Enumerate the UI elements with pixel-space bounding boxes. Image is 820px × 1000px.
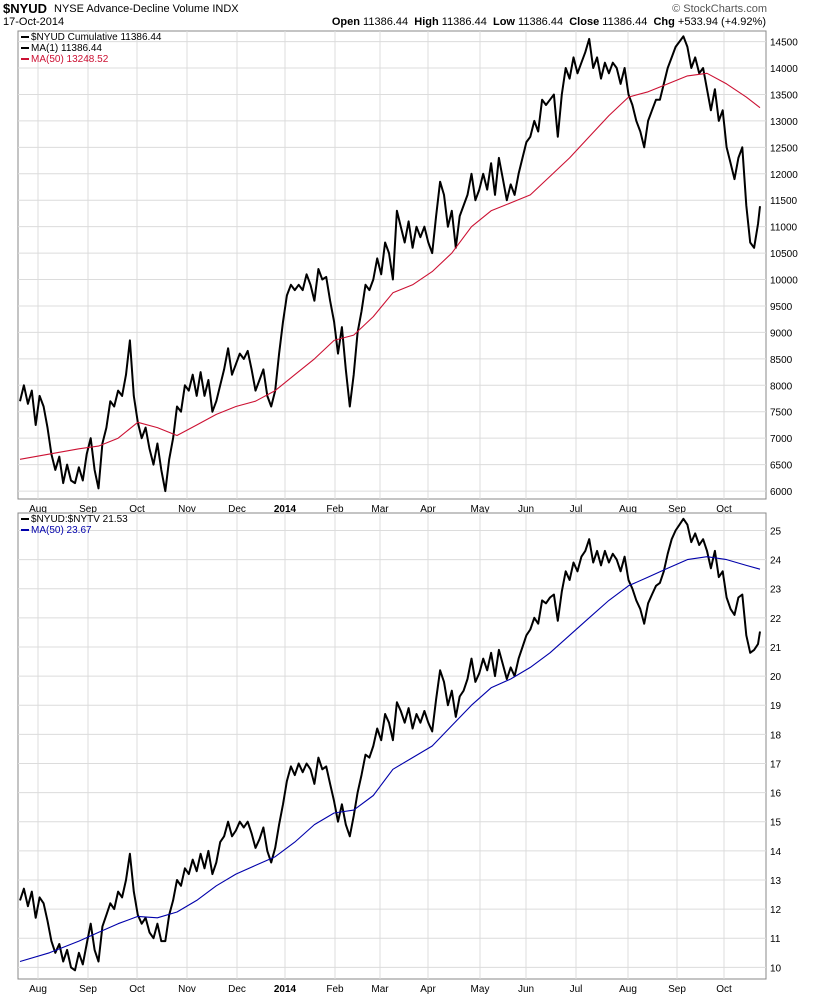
y-tick-label: 24	[770, 556, 782, 567]
series-line-ma50	[19, 72, 761, 460]
x-tick-label: May	[471, 984, 490, 995]
x-tick-label: Mar	[371, 504, 389, 515]
x-tick-label: 2014	[274, 504, 297, 515]
y-tick-label: 25	[770, 526, 782, 537]
y-tick-label: 11500	[770, 196, 798, 207]
legend-entry: MA(1) 11386.44	[31, 43, 102, 54]
x-tick-label: Jul	[570, 504, 583, 515]
ohlc-summary: Open 11386.44 High 11386.44 Low 11386.44…	[332, 16, 766, 28]
x-tick-label: Aug	[619, 984, 637, 995]
y-tick-label: 21	[770, 643, 782, 654]
y-tick-label: 12500	[770, 143, 798, 154]
x-tick-label: Dec	[228, 984, 246, 995]
series-line-main	[19, 35, 761, 493]
close-label: Close	[569, 16, 600, 28]
x-tick-label: Jun	[518, 504, 534, 515]
y-tick-label: 20	[770, 672, 782, 683]
x-tick-label: Sep	[79, 504, 97, 515]
y-tick-label: 13500	[770, 90, 798, 101]
y-tick-label: 6500	[770, 461, 793, 472]
y-tick-label: 12000	[770, 170, 798, 181]
chart-panel-1: 6000 6500 7000 7500 8000 8500 9000 9500 10000 105…	[17, 30, 798, 515]
x-tick-label: Apr	[420, 984, 436, 995]
y-tick-label: 7500	[770, 408, 793, 419]
x-tick-label: Nov	[178, 504, 196, 515]
legend-entry: MA(50) 13248.52	[31, 54, 109, 65]
x-tick-label: Sep	[668, 984, 686, 995]
close-value: 11386.44	[602, 16, 648, 28]
symbol-label: $NYUD	[3, 1, 48, 16]
x-tick-label: Dec	[228, 504, 246, 515]
x-tick-label: Feb	[326, 984, 344, 995]
y-tick-label: 22	[770, 614, 782, 625]
y-tick-label: 18	[770, 730, 782, 741]
y-tick-label: 23	[770, 585, 782, 596]
x-tick-label: Mar	[371, 984, 389, 995]
plot-frame	[17, 30, 767, 500]
y-tick-label: 11000	[770, 223, 798, 234]
chart-panel-2: 10 11 12 13 14 15 16 17 18 19 20 21 22 23 24 25 Aug Sep Oc…	[17, 512, 782, 995]
x-tick-label: Jul	[570, 984, 583, 995]
y-tick-label: 13	[770, 876, 782, 887]
y-tick-label: 9500	[770, 302, 793, 313]
y-tick-label: 14	[770, 847, 782, 858]
x-tick-label: Aug	[29, 984, 47, 995]
x-tick-label: Sep	[79, 984, 97, 995]
high-value: 11386.44	[441, 16, 487, 28]
x-tick-label: 2014	[274, 984, 297, 995]
high-label: High	[414, 16, 439, 28]
x-tick-label: Apr	[420, 504, 436, 515]
legend-entry: MA(50) 23.67	[31, 525, 92, 536]
chg-value: +533.94 (+4.92%)	[677, 16, 766, 28]
series-line-ma50	[19, 556, 761, 963]
y-tick-label: 12	[770, 905, 782, 916]
x-tick-label: Oct	[129, 504, 145, 515]
x-tick-label: Oct	[716, 984, 732, 995]
x-tick-label: Oct	[716, 504, 732, 515]
x-tick-label: Nov	[178, 984, 196, 995]
y-tick-label: 10	[770, 963, 782, 974]
y-tick-label: 6000	[770, 487, 793, 498]
plot-frame	[17, 512, 767, 980]
quote-date: 17-Oct-2014	[3, 16, 65, 28]
y-tick-label: 10000	[770, 276, 798, 287]
y-tick-label: 19	[770, 701, 782, 712]
x-tick-label: Aug	[29, 504, 47, 515]
chg-label: Chg	[653, 16, 675, 28]
legend-entry: $NYUD Cumulative 11386.44	[31, 32, 162, 43]
x-tick-label: Feb	[326, 504, 344, 515]
low-label: Low	[492, 16, 515, 28]
y-tick-label: 11	[770, 934, 781, 945]
index-name: NYSE Advance-Decline Volume INDX	[54, 3, 239, 15]
y-tick-label: 16	[770, 789, 782, 800]
open-value: 11386.44	[363, 16, 409, 28]
x-tick-label: Jun	[518, 984, 534, 995]
y-tick-label: 8500	[770, 355, 793, 366]
y-tick-label: 9000	[770, 328, 793, 339]
open-label: Open	[331, 16, 360, 28]
series-line-main	[19, 517, 761, 972]
y-tick-label: 15	[770, 818, 782, 829]
brand-watermark[interactable]: © StockCharts.com	[672, 3, 767, 15]
y-tick-label: 14000	[770, 64, 798, 75]
y-tick-label: 17	[770, 759, 782, 770]
chart-header: $NYUD NYSE Advance-Decline Volume INDX 1…	[0, 0, 820, 32]
y-tick-label: 10500	[770, 249, 798, 260]
y-tick-label: 8000	[770, 381, 793, 392]
y-tick-label: 7000	[770, 434, 793, 445]
x-tick-label: Aug	[619, 504, 637, 515]
y-tick-label: 14500	[770, 38, 798, 49]
x-tick-label: Oct	[129, 984, 145, 995]
x-tick-label: May	[471, 504, 490, 515]
x-tick-label: Sep	[668, 504, 686, 515]
legend-entry: $NYUD:$NYTV 21.53	[31, 514, 128, 525]
low-value: 11386.44	[518, 16, 564, 28]
y-tick-label: 13000	[770, 117, 798, 128]
